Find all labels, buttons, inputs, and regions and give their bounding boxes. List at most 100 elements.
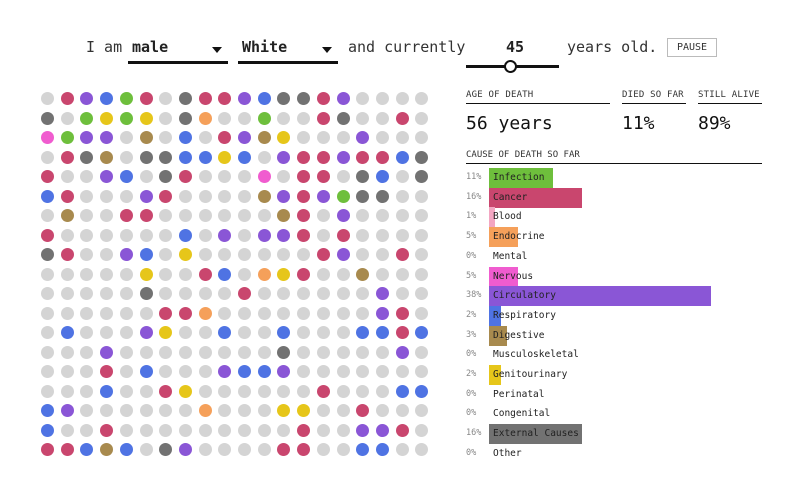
person-dot (179, 170, 192, 183)
person-dot (396, 209, 409, 222)
person-dot (337, 170, 350, 183)
person-dot (120, 112, 133, 125)
person-dot (238, 151, 251, 164)
person-dot (41, 92, 54, 105)
cause-percent: 0% (466, 448, 477, 458)
person-dot (415, 385, 428, 398)
pause-button[interactable]: PAUSE (667, 38, 717, 57)
person-dot (317, 307, 330, 320)
person-dot (41, 385, 54, 398)
person-dot (277, 287, 290, 300)
person-dot (415, 326, 428, 339)
person-dot (218, 248, 231, 261)
died-so-far-label: DIED SO FAR (622, 90, 686, 104)
person-dot (100, 346, 113, 359)
person-dot (100, 170, 113, 183)
person-dot (376, 151, 389, 164)
person-dot (159, 190, 172, 203)
person-dot (415, 92, 428, 105)
person-dot (218, 170, 231, 183)
person-dot (376, 287, 389, 300)
person-dot (317, 248, 330, 261)
person-dot (396, 112, 409, 125)
person-dot (179, 112, 192, 125)
person-dot (159, 424, 172, 437)
person-dot (140, 131, 153, 144)
person-dot (199, 365, 212, 378)
cause-bar (489, 326, 507, 346)
cause-bar (489, 286, 711, 306)
person-dot (258, 131, 271, 144)
cause-name: Perinatal (493, 389, 545, 400)
person-dot (80, 131, 93, 144)
cause-bar (489, 207, 495, 227)
person-dot (337, 424, 350, 437)
sex-dropdown[interactable]: male (128, 36, 228, 64)
person-dot (140, 151, 153, 164)
person-dot (297, 112, 310, 125)
person-dot (376, 190, 389, 203)
person-dot (317, 170, 330, 183)
person-dot (218, 268, 231, 281)
person-dot (238, 209, 251, 222)
person-dot (376, 326, 389, 339)
race-dropdown[interactable]: White (238, 36, 338, 64)
cause-name: Mental (493, 251, 528, 262)
person-dot (120, 307, 133, 320)
cause-percent: 11% (466, 172, 482, 182)
person-dot (80, 385, 93, 398)
person-dot (277, 248, 290, 261)
person-dot (41, 131, 54, 144)
person-dot (120, 404, 133, 417)
person-dot (337, 209, 350, 222)
person-dot (140, 307, 153, 320)
cause-name: Digestive (493, 330, 545, 341)
person-dot (238, 248, 251, 261)
person-dot (218, 443, 231, 456)
person-dot (258, 287, 271, 300)
person-dot (317, 268, 330, 281)
person-dot (100, 209, 113, 222)
person-dot (120, 365, 133, 378)
person-dot (277, 209, 290, 222)
person-dot (277, 443, 290, 456)
person-dot (159, 92, 172, 105)
person-dot (199, 112, 212, 125)
person-dot (199, 229, 212, 242)
person-dot (218, 424, 231, 437)
age-slider[interactable] (466, 60, 559, 74)
person-dot (376, 92, 389, 105)
age-slider-handle[interactable] (504, 60, 517, 73)
person-dot (159, 229, 172, 242)
person-dot (80, 248, 93, 261)
person-dot (100, 424, 113, 437)
person-dot (337, 365, 350, 378)
person-dot (415, 443, 428, 456)
person-dot (100, 307, 113, 320)
person-dot (61, 365, 74, 378)
person-dot (159, 209, 172, 222)
person-dot (277, 268, 290, 281)
person-dot (179, 151, 192, 164)
person-dot (100, 326, 113, 339)
person-dot (120, 170, 133, 183)
person-dot (356, 151, 369, 164)
person-dot (277, 385, 290, 398)
person-dot (258, 268, 271, 281)
person-dot (41, 229, 54, 242)
person-dot (80, 170, 93, 183)
person-dot (277, 424, 290, 437)
cause-percent: 2% (466, 369, 477, 379)
person-dot (80, 424, 93, 437)
cause-of-death-header: CAUSE OF DEATH SO FAR (466, 150, 762, 164)
person-dot (199, 404, 212, 417)
person-dot (218, 404, 231, 417)
cause-row: 0% Other (466, 444, 766, 464)
person-dot (258, 365, 271, 378)
person-dot (396, 248, 409, 261)
person-dot (356, 287, 369, 300)
person-dot (396, 287, 409, 300)
person-dot (376, 170, 389, 183)
person-dot (199, 131, 212, 144)
person-dot (356, 92, 369, 105)
